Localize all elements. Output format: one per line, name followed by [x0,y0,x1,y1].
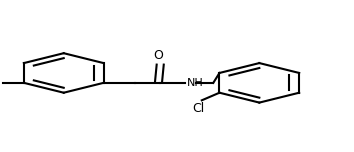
Text: NH: NH [187,78,204,88]
Text: Cl: Cl [192,102,204,115]
Text: O: O [154,48,164,62]
